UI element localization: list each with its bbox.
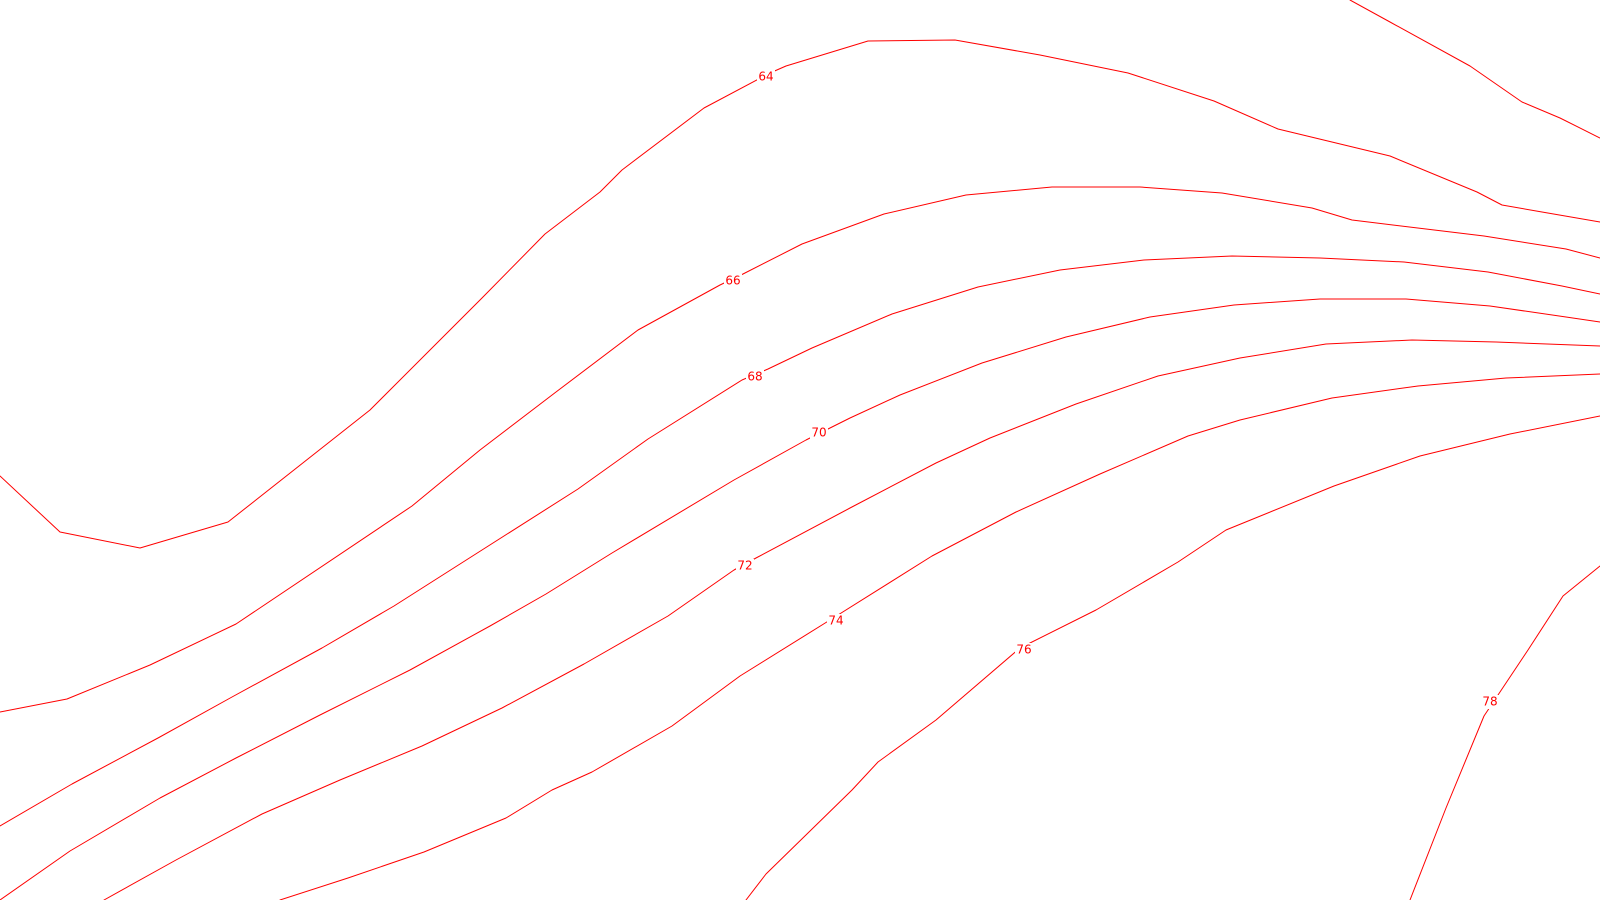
contour-label-70: 70 [811,426,826,440]
contour-line-66 [0,186,1600,713]
contour-label-bg-68 [746,370,764,384]
contour-line-70 [0,298,1600,900]
contour-line-68 [0,255,1600,827]
contour-labels: 64 66 68 70 72 74 76 78 [724,70,1499,709]
contour-label-68: 68 [747,370,762,384]
contour-label-78: 78 [1482,695,1497,709]
contour-label-64: 64 [758,70,773,84]
contour-label-bg-64 [757,70,775,84]
contour-label-74: 74 [828,614,843,628]
contour-line-78 [1409,565,1600,900]
contour-label-bg-74 [827,614,845,628]
contour-label-bg-72 [736,559,754,573]
contour-label-66: 66 [725,274,740,288]
contour-label-bg-66 [724,274,742,288]
contour-line-74 [279,373,1600,900]
contour-line-72 [103,339,1600,900]
contour-label-bg-76 [1015,643,1033,657]
contour-line-76 [745,415,1600,900]
contour-label-72: 72 [737,559,752,573]
contour-label-bg-78 [1481,695,1499,709]
contour-line-64 [0,39,1600,549]
contour-label-bg-70 [810,426,828,440]
contour-label-76: 76 [1016,643,1031,657]
contour-line-top-right [1349,0,1600,139]
